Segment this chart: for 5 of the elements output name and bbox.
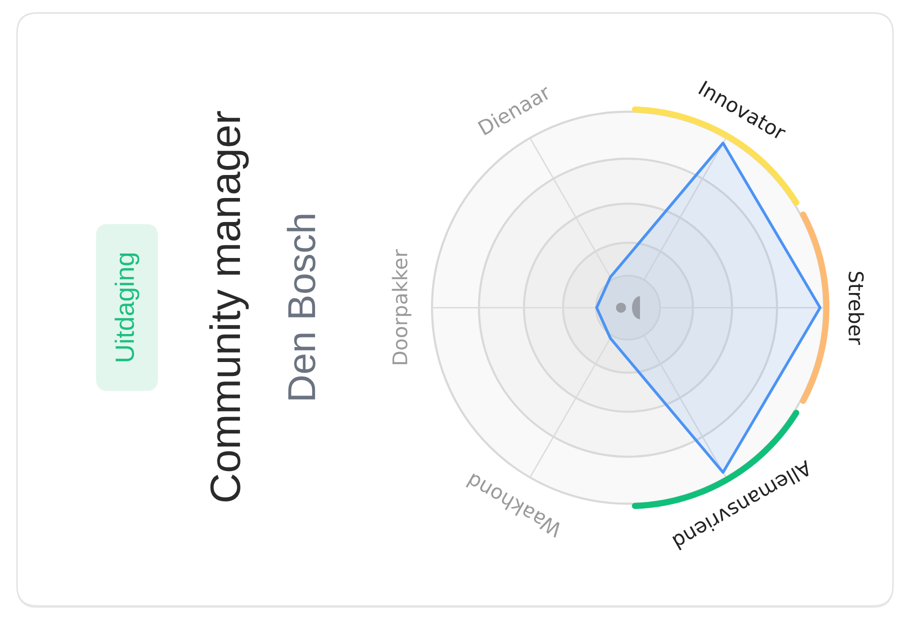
spoke-label: Doorpakker bbox=[392, 249, 412, 364]
text: Den Bosch bbox=[286, 214, 316, 400]
text: Uitdaging bbox=[114, 253, 140, 362]
spoke-label: Streber bbox=[848, 272, 864, 345]
text: Community manager bbox=[209, 111, 249, 502]
